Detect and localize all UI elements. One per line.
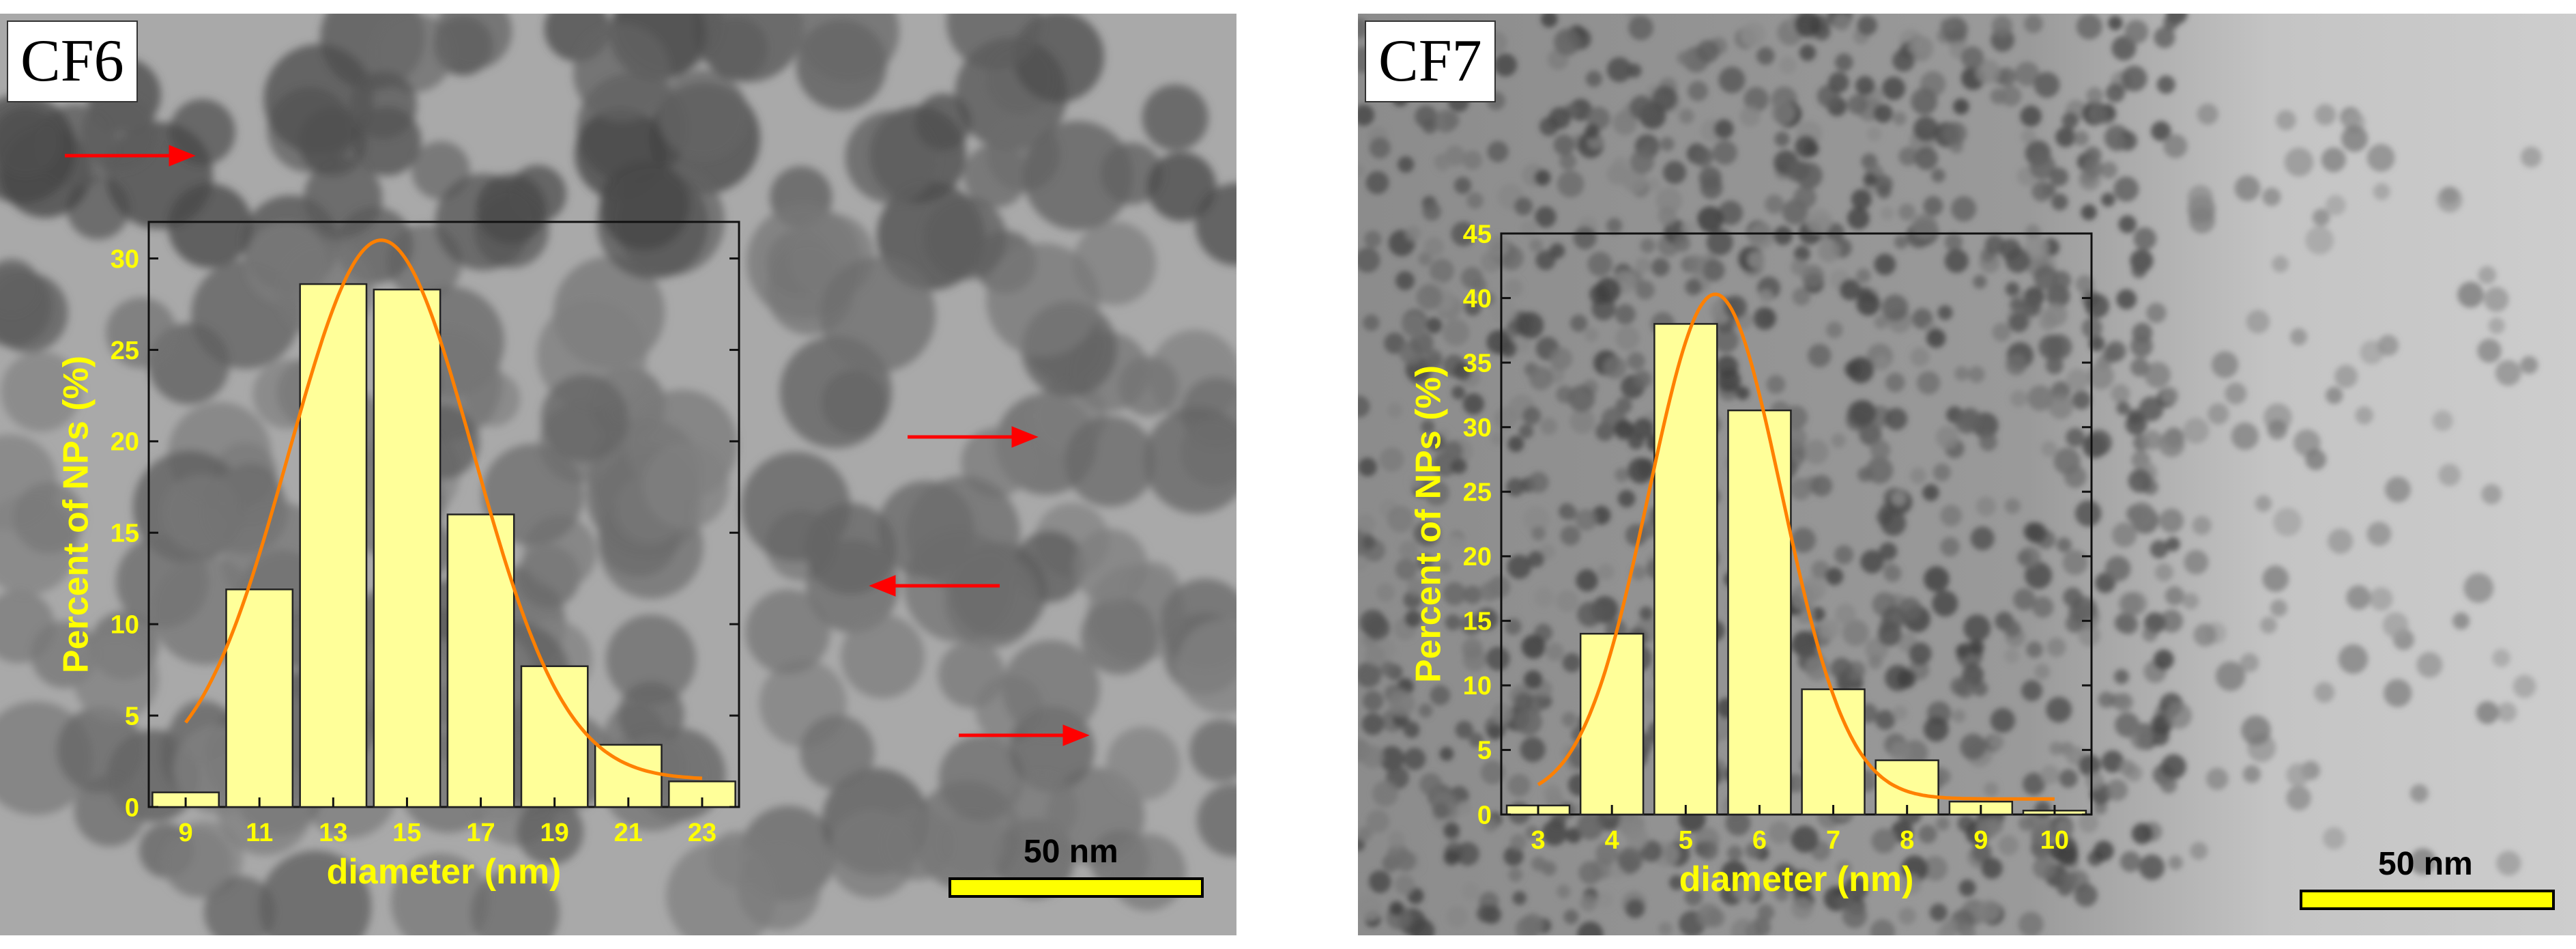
x-tick-label: 6: [1752, 826, 1767, 855]
histogram-bar: [1727, 409, 1792, 816]
y-tick-label: 25: [1463, 479, 1492, 507]
x-tick-label: 3: [1531, 826, 1545, 855]
x-tick-label: 11: [246, 819, 273, 847]
x-tick-label: 5: [1679, 826, 1693, 855]
gaussian-fit-line: [1537, 292, 2055, 801]
scale-bar-label-cf7: 50 nm: [2378, 846, 2473, 882]
histogram-bar: [668, 780, 736, 808]
scale-bar-cf7: [2300, 890, 2555, 910]
x-tick-label: 8: [1900, 826, 1914, 855]
y-tick-label: 35: [1463, 349, 1492, 378]
tem-image-cf7: [1358, 14, 2576, 935]
x-axis-label: diameter (nm): [327, 852, 562, 892]
y-tick-label: 10: [1463, 672, 1492, 700]
y-tick-label: 30: [111, 245, 139, 274]
histogram-bar: [1653, 323, 1718, 816]
y-tick-label: 40: [1463, 285, 1492, 313]
x-tick-label: 21: [614, 819, 643, 847]
histogram-bar: [446, 513, 515, 808]
red-arrow: [65, 145, 196, 167]
red-arrow: [908, 426, 1039, 448]
x-tick-label: 17: [466, 819, 495, 847]
y-tick-label: 0: [125, 793, 139, 822]
x-tick-label: 13: [319, 819, 347, 847]
scale-bar-cf6: [949, 877, 1204, 898]
y-tick-label: 30: [1463, 414, 1492, 442]
y-tick-label: 0: [1477, 801, 1492, 830]
y-tick-label: 10: [111, 610, 139, 639]
tem-panel-cf7: CF7 0 5 10 15 20 25 30 35 40 45 3 4 5 6 7 8 9 10 diameter …: [1358, 14, 2576, 935]
x-tick-label: 9: [1973, 826, 1988, 855]
y-axis-label: Percent of NPs (%): [57, 356, 96, 673]
panel-label-cf6: CF6: [7, 20, 138, 102]
x-axis-label: diameter (nm): [1679, 860, 1914, 899]
x-tick-label: 10: [2040, 826, 2069, 855]
gaussian-fit-line: [184, 238, 703, 780]
size-histogram-cf6: 0 5 10 15 20 25 30 9 11 13 15 17 19 21 23 diameter (nm)…: [57, 221, 740, 892]
histogram-bar: [373, 288, 442, 808]
y-tick-label: 5: [1477, 737, 1492, 765]
y-tick-label: 15: [111, 520, 139, 548]
x-tick-label: 19: [540, 819, 569, 847]
scale-bar-label-cf6: 50 nm: [1024, 834, 1118, 870]
x-tick-label: 15: [392, 819, 421, 847]
y-tick-label: 20: [1463, 543, 1492, 571]
y-tick-label: 15: [1463, 608, 1492, 636]
histogram-bar: [1579, 632, 1645, 816]
arrow-overlay-cf6: [65, 145, 1090, 746]
x-tick-label: 23: [688, 819, 717, 847]
histogram-bar: [225, 589, 294, 808]
red-arrow: [959, 724, 1090, 746]
x-tick-label: 9: [178, 819, 192, 847]
y-tick-label: 5: [125, 702, 139, 731]
y-tick-label: 25: [111, 337, 139, 365]
plot-frame: [1500, 232, 2093, 816]
tem-panel-cf6: CF6 0 5 10 15 20 25 30 9 11 13 15 17 19 21 23 diameter …: [0, 14, 1236, 935]
panel-label-cf7: CF7: [1365, 20, 1496, 102]
x-tick-label: 7: [1826, 826, 1840, 855]
y-axis-label: Percent of NPs (%): [1409, 365, 1449, 683]
tem-image-cf6: [0, 14, 1236, 935]
red-arrow: [869, 575, 1000, 597]
plot-frame: [147, 221, 740, 808]
y-tick-label: 45: [1463, 220, 1492, 249]
x-tick-label: 4: [1605, 826, 1619, 855]
y-tick-label: 20: [111, 428, 139, 457]
